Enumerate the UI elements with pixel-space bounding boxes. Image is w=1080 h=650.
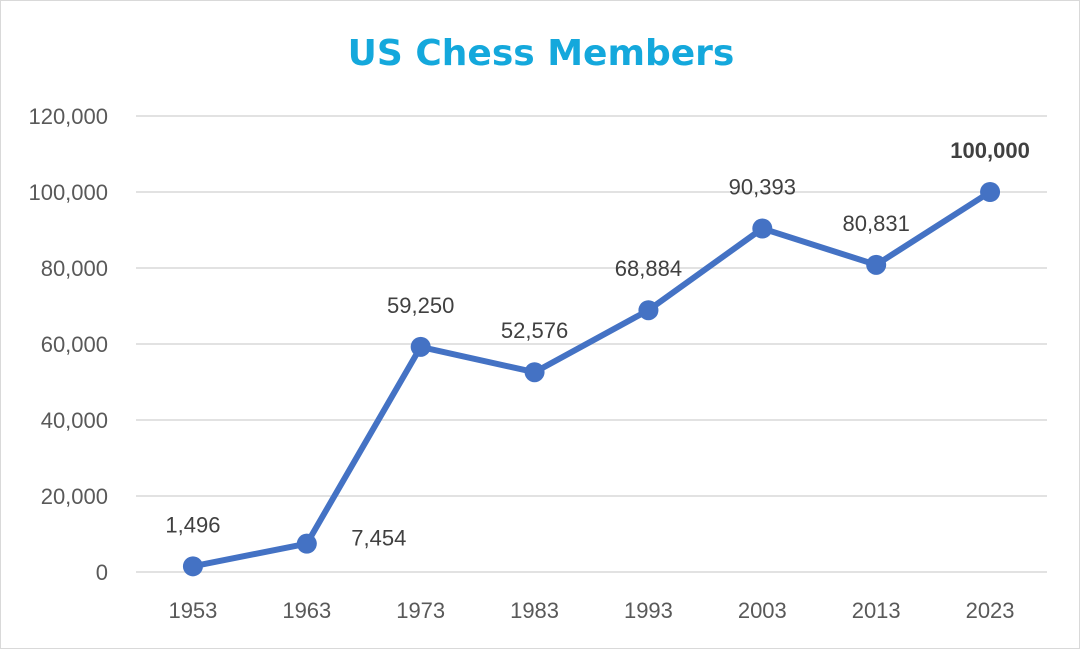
data-label-2023: 100,000 <box>950 138 1030 163</box>
data-point-1983 <box>524 362 545 383</box>
data-label-1973: 59,250 <box>387 293 454 318</box>
x-tick-label-2003: 2003 <box>738 598 787 623</box>
x-tick-label-1973: 1973 <box>396 598 445 623</box>
gridlines <box>136 115 1047 573</box>
y-tick-label: 40,000 <box>41 408 108 433</box>
data-label-1983: 52,576 <box>501 318 568 343</box>
data-point-2003 <box>752 218 773 239</box>
y-tick-label: 100,000 <box>28 180 108 205</box>
data-label-1963: 7,454 <box>351 526 406 551</box>
data-label-2003: 90,393 <box>729 175 796 200</box>
data-label-1993: 68,884 <box>615 256 682 281</box>
data-labels: 1,496 7,454 59,250 52,576 68,884 90,393 80,831… <box>165 138 1029 551</box>
y-tick-label: 80,000 <box>41 256 108 281</box>
y-tick-label: 0 <box>96 560 108 585</box>
series-markers <box>182 182 1001 577</box>
y-tick-label: 120,000 <box>28 104 108 129</box>
chart-title: US Chess Members <box>348 33 735 74</box>
x-tick-label-1963: 1963 <box>282 598 331 623</box>
data-point-1973 <box>410 336 431 357</box>
x-tick-label-1993: 1993 <box>624 598 673 623</box>
data-point-1963 <box>296 533 317 554</box>
y-axis-ticks: 0 20,000 40,000 60,000 80,000 100,000 120,000 <box>28 104 108 585</box>
data-point-1953 <box>182 556 203 577</box>
data-label-2013: 80,831 <box>843 211 910 236</box>
series-line <box>189 189 994 570</box>
series-line-layer <box>189 189 994 570</box>
data-point-2023 <box>980 182 1001 202</box>
data-label-1953: 1,496 <box>165 512 220 537</box>
y-tick-label: 60,000 <box>41 332 108 357</box>
x-tick-label-1983: 1983 <box>510 598 559 623</box>
x-axis-ticks: 1953 1963 1973 1983 1993 2003 2013 2023 <box>168 598 1014 623</box>
y-tick-label: 20,000 <box>41 484 108 509</box>
x-tick-label-2023: 2023 <box>966 598 1015 623</box>
x-tick-label-1953: 1953 <box>168 598 217 623</box>
x-tick-label-2013: 2013 <box>852 598 901 623</box>
data-point-2013 <box>866 254 887 275</box>
data-point-1993 <box>638 300 659 321</box>
